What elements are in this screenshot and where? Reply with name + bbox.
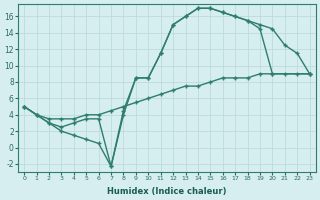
X-axis label: Humidex (Indice chaleur): Humidex (Indice chaleur) xyxy=(107,187,227,196)
